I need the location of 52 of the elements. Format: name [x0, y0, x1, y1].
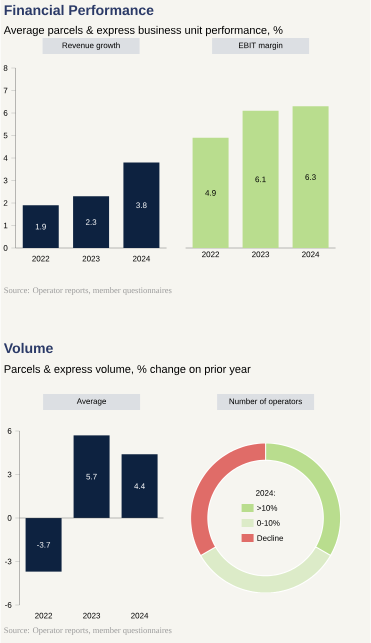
y-tick-label: 2 [4, 200, 8, 206]
text: Volume [4, 342, 54, 354]
y-tick-label: 3 [8, 472, 12, 478]
bar [73, 196, 110, 248]
x-tick-label: 2023 [82, 256, 100, 262]
text: Financial Performance [4, 4, 154, 16]
y-tick-label: 7 [4, 88, 8, 94]
data-label: 1.9 [36, 224, 46, 230]
y-tick-label: 5 [4, 132, 8, 138]
x-tick-label: 2023 [252, 252, 270, 258]
y-tick-label: -3 [5, 558, 12, 564]
x-tick-label: 2022 [32, 256, 50, 262]
chart-title: Average [76, 398, 106, 406]
data-label: 4.4 [134, 483, 146, 489]
y-tick-label: 6 [4, 110, 8, 116]
x-tick-label: 2024 [131, 612, 148, 618]
y-tick-label: 6 [8, 428, 12, 434]
legend-title: 2024: [256, 490, 276, 496]
y-tick-label: 1 [4, 222, 8, 228]
x-tick-label: 2024 [133, 256, 150, 262]
y-tick-label: 4 [4, 155, 8, 161]
y-tick-label: 3 [4, 178, 8, 184]
x-tick-label: 2023 [83, 612, 100, 618]
x-tick-label: 2024 [302, 252, 320, 258]
bar [26, 518, 62, 572]
data-label: 6.3 [306, 174, 316, 180]
legend-label: 0-10% [257, 520, 280, 526]
source-note: Source: Operator reports, member questionnaires [4, 627, 172, 635]
legend-label: >10% [257, 505, 278, 511]
x-tick-label: 2022 [202, 252, 220, 258]
chart-title: EBIT margin [239, 42, 282, 50]
bar [124, 162, 160, 248]
y-tick-label: 8 [4, 65, 8, 71]
x-tick-label: 2022 [35, 612, 52, 618]
source-note: Source: Operator reports, member questionnaires [4, 287, 172, 295]
y-tick-label: 0 [8, 515, 12, 521]
data-label: 2.3 [86, 219, 96, 225]
text: Parcels & express volume, % change on prior year [4, 364, 251, 376]
data-label: 5.7 [86, 474, 97, 480]
y-tick-label: 0 [4, 245, 8, 251]
chart-title: Revenue growth [62, 42, 120, 50]
data-label: 3.8 [136, 202, 147, 208]
chart-title: Number of operators [230, 398, 302, 406]
legend-label: Decline [258, 535, 284, 541]
data-label: -3.7 [37, 542, 50, 548]
data-label: 4.9 [205, 190, 216, 196]
data-label: 6.1 [256, 176, 266, 182]
bar [22, 205, 59, 248]
bar [122, 454, 158, 518]
bar [74, 435, 110, 518]
y-tick-label: -6 [5, 602, 12, 608]
text: Average parcels & express business unit performance, % [4, 26, 283, 36]
